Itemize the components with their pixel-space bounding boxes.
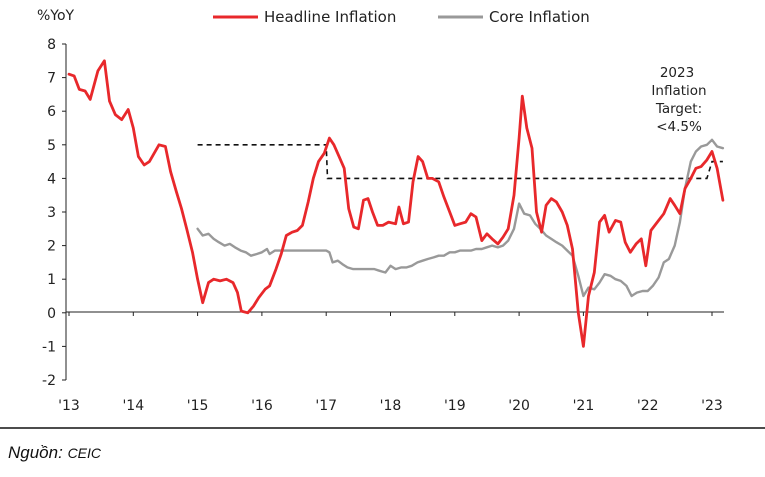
chart-legend: Headline Inflation Core Inflation (213, 8, 590, 26)
x-tick-label: '17 (315, 398, 337, 414)
y-tick-label: 1 (47, 272, 56, 288)
y-axis-title: %YoY (37, 8, 75, 24)
legend-label-core: Core Inflation (489, 8, 590, 26)
y-tick-label: 3 (47, 205, 56, 221)
legend-label-headline: Headline Inflation (264, 8, 396, 26)
y-tick-label: 4 (47, 171, 56, 187)
x-tick-label: '16 (251, 398, 273, 414)
x-tick-label: '20 (508, 398, 530, 414)
annotation-line-2: Inflation (651, 83, 706, 99)
y-tick-label: 6 (47, 104, 56, 120)
x-tick-label: '14 (122, 398, 144, 414)
y-tick-label: 7 (47, 71, 56, 87)
x-tick-label: '21 (573, 398, 595, 414)
x-tick-label: '22 (637, 398, 659, 414)
x-tick-label: '23 (701, 398, 723, 414)
x-axis-ticks: '13 '14 '15 '16 '17 '18 '19 '20 '21 '22 '23 (58, 312, 723, 414)
x-tick-label: '19 (444, 398, 466, 414)
y-tick-label: 0 (47, 306, 56, 322)
x-tick-label: '13 (58, 398, 80, 414)
y-tick-label: 2 (47, 239, 56, 255)
y-axis-ticks: -2 -1 0 1 2 3 4 5 6 7 8 (42, 37, 66, 389)
source-note: Nguồn: CEIC (8, 443, 101, 463)
x-tick-label: '18 (380, 398, 402, 414)
annotation-line-4: <4.5% (656, 119, 702, 135)
target-line (197, 144, 723, 180)
headline-inflation-line (67, 59, 725, 348)
y-tick-label: -1 (42, 339, 56, 355)
x-tick-label: '15 (187, 398, 209, 414)
core-inflation-line (196, 138, 725, 298)
source-value: CEIC (67, 445, 102, 461)
series-layer (67, 59, 725, 348)
y-tick-label: -2 (42, 373, 56, 389)
source-label: Nguồn: (8, 443, 63, 462)
annotation-line-3: Target: (655, 101, 702, 117)
y-tick-label: 8 (47, 37, 56, 53)
y-tick-label: 5 (47, 138, 56, 154)
target-annotation: 2023 Inflation Target: <4.5% (651, 65, 706, 135)
annotation-line-1: 2023 (660, 65, 694, 81)
